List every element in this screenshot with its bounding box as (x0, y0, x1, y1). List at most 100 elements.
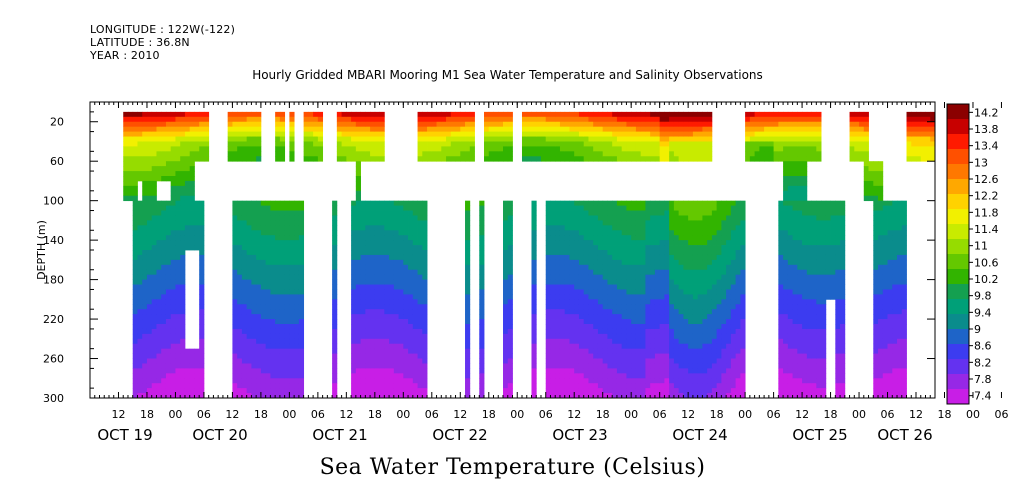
heatmap-cell (531, 131, 537, 137)
heatmap-cell (360, 279, 366, 285)
heatmap-cell (398, 240, 404, 246)
heatmap-cell (659, 230, 665, 236)
heatmap-cell (370, 215, 376, 221)
heatmap-cell (716, 353, 722, 359)
heatmap-cell (146, 185, 153, 192)
heatmap-cell (398, 388, 404, 394)
heatmap-cell (142, 304, 148, 310)
heatmap-cell (446, 121, 452, 128)
heatmap-cell (265, 338, 271, 345)
heatmap-cell (398, 314, 404, 320)
heatmap-cell (156, 250, 162, 256)
heatmap-cell (194, 240, 200, 246)
heatmap-cell (237, 368, 243, 374)
heatmap-cell (260, 279, 267, 285)
heatmap-cell (298, 383, 305, 389)
heatmap-cell (726, 254, 732, 261)
heatmap-cell (165, 289, 172, 295)
heatmap-cell (260, 383, 267, 389)
heatmap-cell (175, 254, 181, 261)
heatmap-cell (298, 348, 305, 354)
heatmap-cell (180, 373, 186, 379)
heatmap-cell (602, 141, 608, 147)
heatmap-cell (417, 210, 423, 216)
heatmap-cell (711, 250, 718, 256)
heatmap-cell (550, 368, 556, 374)
heatmap-cell (721, 304, 727, 310)
heatmap-cell (645, 319, 651, 325)
heatmap-cell (621, 279, 627, 285)
heatmap-cell (123, 116, 129, 123)
heatmap-cell (768, 131, 774, 137)
heatmap-cell (697, 156, 703, 162)
heatmap-cell (659, 210, 665, 216)
heatmap-cell (279, 299, 286, 305)
heatmap-cell (726, 333, 732, 340)
heatmap-cell (730, 299, 737, 305)
heatmap-cell (175, 121, 181, 128)
heatmap-cell (232, 240, 238, 246)
heatmap-cell (593, 378, 599, 384)
heatmap-cell (626, 254, 632, 261)
heatmap-cell (645, 240, 651, 246)
heatmap-cell (607, 309, 613, 315)
heatmap-cell (635, 304, 642, 310)
heatmap-cell (365, 259, 371, 266)
heatmap-cell (142, 250, 148, 256)
heatmap-cell (284, 368, 290, 374)
heatmap-cell (332, 200, 338, 206)
heatmap-cell (626, 264, 632, 271)
heatmap-cell (540, 156, 547, 162)
heatmap-cell (370, 333, 376, 340)
heatmap-cell (379, 348, 385, 354)
heatmap-cell (256, 373, 262, 379)
heatmap-cell (597, 343, 604, 350)
heatmap-cell (389, 319, 395, 325)
heatmap-cell (142, 279, 148, 285)
heatmap-cell (170, 328, 176, 335)
heatmap-cell (726, 205, 732, 211)
heatmap-cell (180, 348, 186, 354)
heatmap-cell (711, 264, 718, 271)
heatmap-cell (146, 363, 153, 369)
heatmap-cell (275, 264, 281, 271)
heatmap-cell (260, 235, 267, 241)
heatmap-cell (493, 131, 499, 137)
heatmap-cell (379, 126, 385, 132)
heatmap-cell (165, 151, 172, 157)
heatmap-cell (479, 250, 485, 256)
heatmap-cell (740, 215, 746, 221)
heatmap-cell (607, 254, 613, 261)
heatmap-cell (355, 289, 361, 295)
heatmap-cell (711, 274, 718, 280)
heatmap-cell (593, 250, 599, 256)
heatmap-cell (730, 324, 737, 330)
heatmap-cell (294, 314, 300, 320)
heatmap-cell (621, 378, 627, 384)
heatmap-cell (237, 264, 243, 271)
heatmap-cell (702, 373, 708, 379)
heatmap-cell (503, 151, 509, 157)
heatmap-cell (384, 215, 390, 221)
heatmap-cell (441, 151, 447, 157)
heatmap-cell (360, 338, 366, 345)
heatmap-cell (275, 338, 281, 345)
heatmap-cell (270, 205, 276, 211)
heatmap-cell (403, 279, 409, 285)
heatmap-cell (170, 388, 176, 394)
heatmap-cell (721, 358, 727, 364)
heatmap-cell (146, 328, 153, 335)
heatmap-cell (721, 269, 727, 276)
heatmap-cell (408, 210, 414, 216)
heatmap-cell (578, 393, 585, 399)
heatmap-cell (621, 353, 627, 359)
heatmap-cell (503, 136, 509, 142)
heatmap-cell (137, 269, 143, 276)
heatmap-cell (669, 240, 675, 246)
heatmap-cell (716, 333, 722, 340)
heatmap-cell (616, 235, 623, 241)
heatmap-cell (170, 161, 176, 167)
heatmap-cell (740, 388, 746, 394)
heatmap-cell (170, 151, 176, 157)
heatmap-cell (740, 378, 746, 384)
